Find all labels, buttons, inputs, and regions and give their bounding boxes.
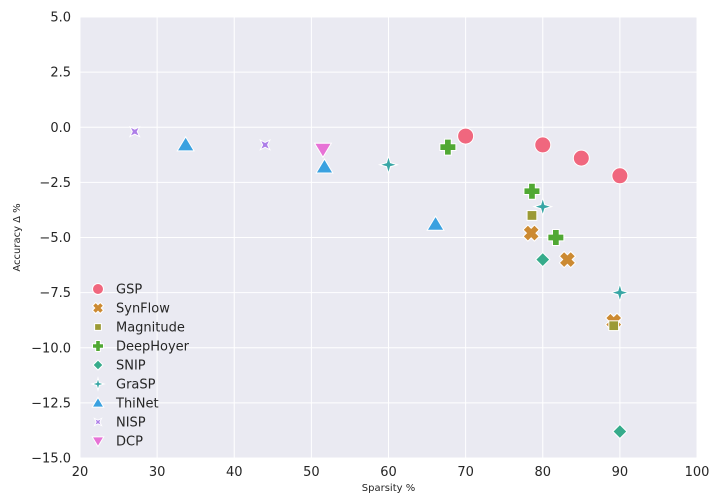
data-point-gsp bbox=[611, 167, 629, 185]
data-point-thinet bbox=[176, 135, 195, 152]
legend-marker-synflow bbox=[91, 301, 105, 315]
legend-marker-grasp bbox=[90, 376, 106, 392]
data-point-grasp bbox=[609, 282, 631, 304]
data-point-snip bbox=[535, 251, 551, 268]
y-tick-label: 2.5 bbox=[50, 66, 71, 81]
x-tick-label: 90 bbox=[612, 465, 629, 480]
legend: GSP SynFlow Magnitude DeepHoyer SNIP GraSP Thi… bbox=[90, 283, 190, 450]
legend-marker-thinet bbox=[91, 396, 105, 408]
legend-label: GSP bbox=[116, 283, 142, 298]
legend-marker-nisp bbox=[93, 417, 103, 427]
x-tick-label: 50 bbox=[303, 465, 320, 480]
data-point-synflow bbox=[558, 250, 577, 269]
data-point-magnitude bbox=[608, 320, 620, 332]
x-tick-label: 70 bbox=[457, 465, 474, 480]
data-point-nisp bbox=[128, 125, 141, 138]
legend-label: DeepHoyer bbox=[116, 340, 190, 355]
y-tick-label: 5.0 bbox=[50, 11, 71, 26]
legend-label: SNIP bbox=[116, 359, 146, 374]
data-point-gsp bbox=[534, 136, 552, 154]
legend-label: GraSP bbox=[116, 378, 156, 393]
legend-marker-snip bbox=[92, 359, 104, 371]
legend-marker-deephoyer bbox=[92, 340, 104, 352]
y-tick-label: 0.0 bbox=[50, 121, 71, 136]
y-tick-label: −7.5 bbox=[39, 286, 71, 301]
data-point-synflow bbox=[522, 224, 540, 242]
grid bbox=[79, 16, 698, 459]
y-tick-label: −5.0 bbox=[39, 231, 71, 246]
legend-marker-magnitude bbox=[94, 323, 102, 331]
legend-label: Magnitude bbox=[116, 321, 185, 336]
legend-label: NISP bbox=[116, 416, 146, 431]
data-point-gsp bbox=[457, 127, 475, 145]
data-point-gsp bbox=[572, 149, 590, 167]
data-point-thinet bbox=[426, 215, 445, 231]
data-point-deephoyer bbox=[439, 138, 457, 156]
x-tick-label: 40 bbox=[226, 465, 243, 480]
x-tick-labels: 20 30 40 50 60 70 80 90 100 bbox=[72, 465, 710, 480]
data-point-thinet bbox=[315, 157, 334, 174]
x-tick-label: 20 bbox=[72, 465, 89, 480]
legend-label: SynFlow bbox=[116, 302, 170, 317]
data-point-grasp bbox=[377, 154, 400, 176]
data-point-nisp bbox=[259, 138, 272, 151]
data-point-dcp bbox=[313, 142, 333, 159]
legend-label: DCP bbox=[116, 435, 143, 450]
legend-marker-gsp bbox=[92, 283, 104, 295]
data-point-grasp bbox=[532, 196, 554, 218]
data-point-deephoyer bbox=[547, 229, 565, 246]
y-tick-label: −2.5 bbox=[39, 176, 71, 191]
x-tick-label: 100 bbox=[685, 465, 710, 480]
x-axis-label: Sparsity % bbox=[362, 483, 415, 494]
y-tick-label: −15.0 bbox=[31, 452, 71, 467]
data-point-deephoyer bbox=[523, 182, 541, 200]
legend-marker-dcp bbox=[91, 436, 105, 448]
data-point-magnitude bbox=[526, 210, 538, 221]
data-points bbox=[128, 125, 631, 440]
y-tick-labels: 5.0 2.5 0.0 −2.5 −5.0 −7.5 −10.0 −12.5 −15.0 bbox=[31, 11, 71, 467]
y-tick-label: −12.5 bbox=[31, 396, 71, 411]
y-axis-label: Accuracy Δ % bbox=[12, 203, 23, 271]
y-tick-label: −10.0 bbox=[31, 341, 71, 356]
data-point-snip bbox=[612, 423, 628, 440]
x-tick-label: 30 bbox=[149, 465, 166, 480]
x-tick-label: 60 bbox=[380, 465, 397, 480]
legend-label: ThiNet bbox=[115, 397, 159, 412]
x-tick-label: 80 bbox=[534, 465, 551, 480]
